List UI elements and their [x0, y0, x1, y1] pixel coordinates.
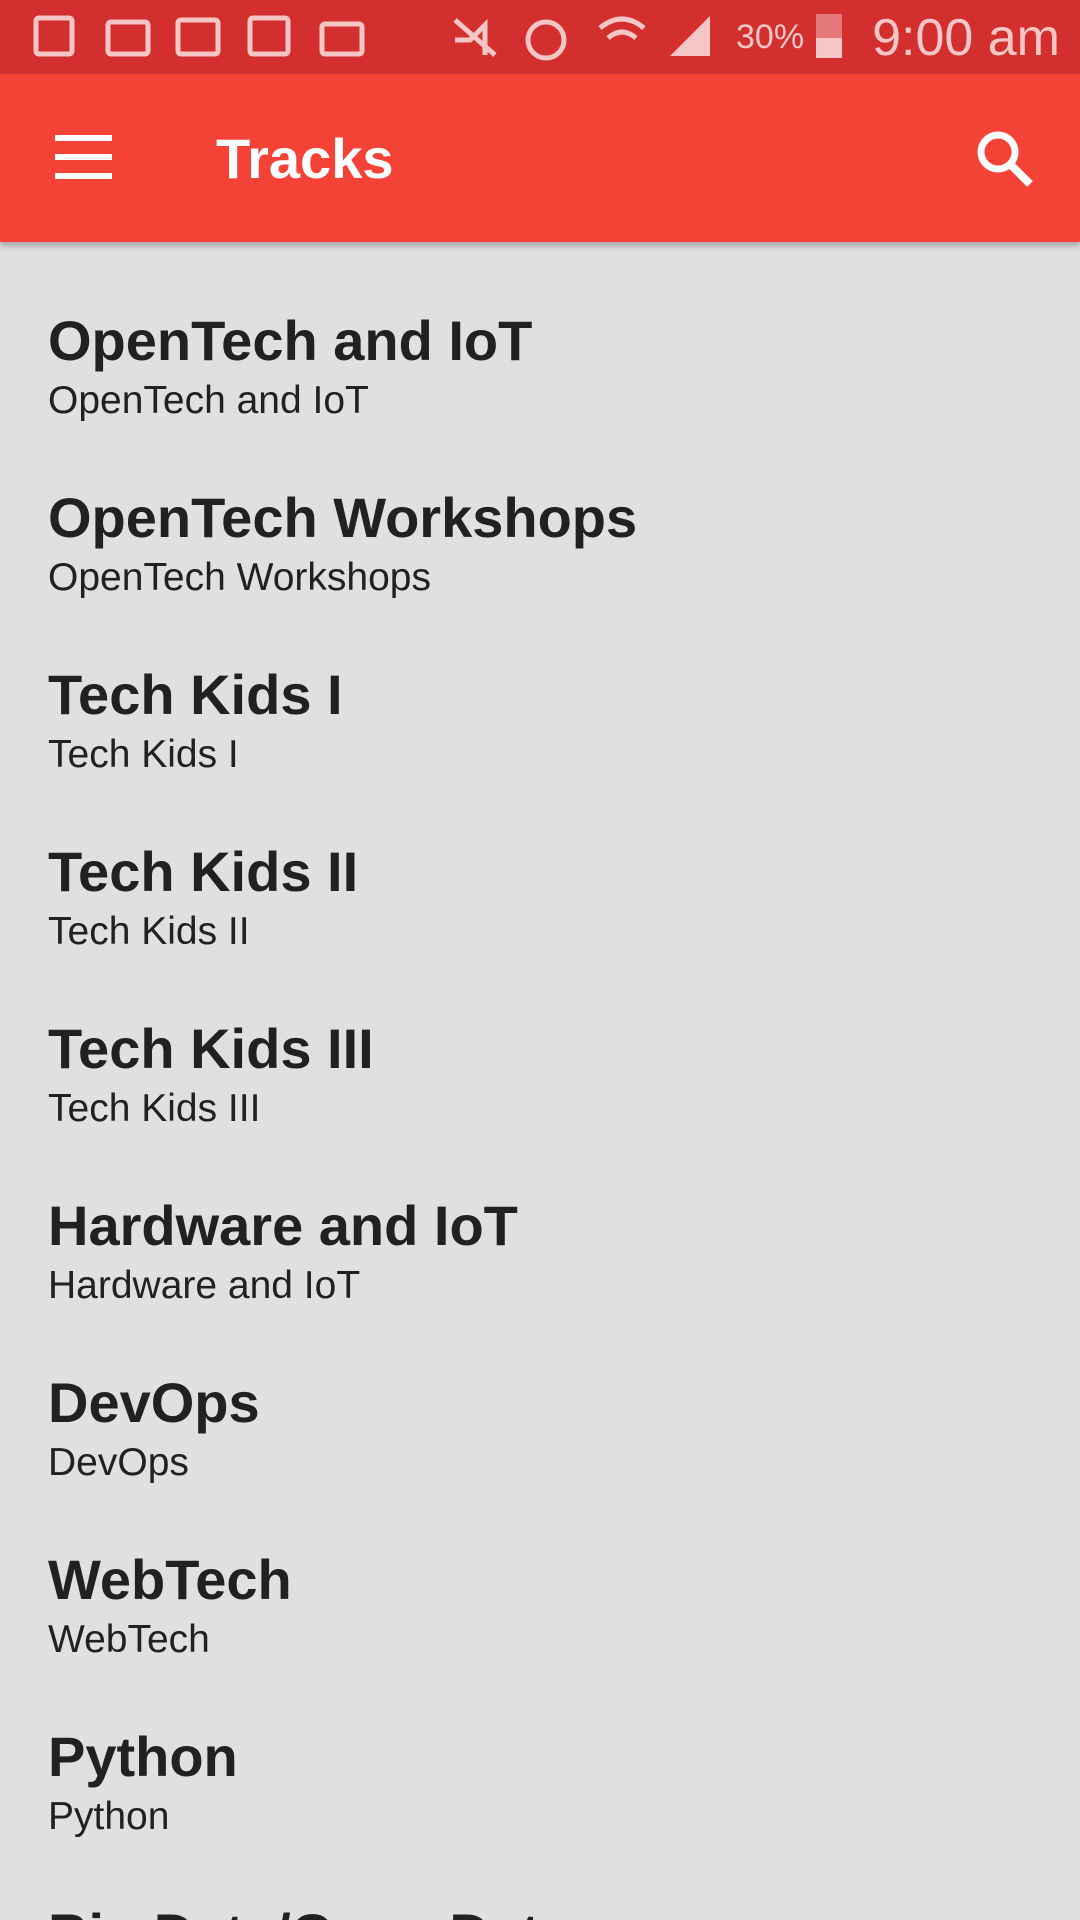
track-subtitle: WebTech	[48, 1618, 210, 1661]
track-subtitle: Python	[48, 1795, 170, 1838]
app-bar: Tracks	[0, 74, 1080, 242]
track-title: Python	[48, 1725, 238, 1788]
track-title: Tech Kids II	[48, 840, 359, 903]
clock: 9:00 am	[872, 9, 1060, 67]
track-title: OpenTech and IoT	[48, 309, 533, 372]
track-subtitle: Tech Kids II	[48, 910, 250, 953]
track-title: OpenTech Workshops	[48, 486, 638, 549]
track-subtitle: DevOps	[48, 1441, 189, 1484]
track-item[interactable]: WebTech WebTech	[48, 1547, 1048, 1662]
track-title: WebTech	[48, 1548, 292, 1611]
track-item[interactable]: Hardware and IoT Hardware and IoT	[48, 1193, 1048, 1308]
track-item[interactable]: DevOps DevOps	[48, 1370, 1048, 1485]
track-item[interactable]: OpenTech and IoT OpenTech and IoT	[48, 308, 1048, 423]
menu-button[interactable]	[50, 128, 120, 188]
track-item[interactable]: Python Python	[48, 1724, 1048, 1839]
track-title: Big Data/Open Data	[48, 1901, 1048, 1920]
track-item[interactable]: Big Data/Open Data	[48, 1901, 1048, 1920]
track-title: DevOps	[48, 1371, 260, 1434]
battery-level: 30%	[736, 18, 805, 56]
track-title: Hardware and IoT	[48, 1194, 518, 1257]
track-subtitle: OpenTech and IoT	[48, 379, 369, 422]
status-bar: 30% 9:00 am	[0, 0, 1080, 74]
search-button[interactable]	[970, 124, 1040, 194]
track-subtitle: OpenTech Workshops	[48, 556, 431, 599]
track-item[interactable]: OpenTech Workshops OpenTech Workshops	[48, 485, 1048, 600]
track-subtitle: Tech Kids III	[48, 1087, 261, 1130]
track-title: Tech Kids III	[48, 1017, 374, 1080]
track-item[interactable]: Tech Kids II Tech Kids II	[48, 839, 1048, 954]
track-list: OpenTech and IoT OpenTech and IoT OpenTech…	[0, 242, 1080, 1920]
track-item[interactable]: Tech Kids I Tech Kids I	[48, 662, 1048, 777]
track-subtitle: Hardware and IoT	[48, 1264, 361, 1307]
track-item[interactable]: Tech Kids III Tech Kids III	[48, 1016, 1048, 1131]
status-icons	[33, 14, 842, 61]
app-title: Tracks	[216, 127, 394, 190]
track-title: Tech Kids I	[48, 663, 343, 726]
track-subtitle: Tech Kids I	[48, 733, 239, 776]
